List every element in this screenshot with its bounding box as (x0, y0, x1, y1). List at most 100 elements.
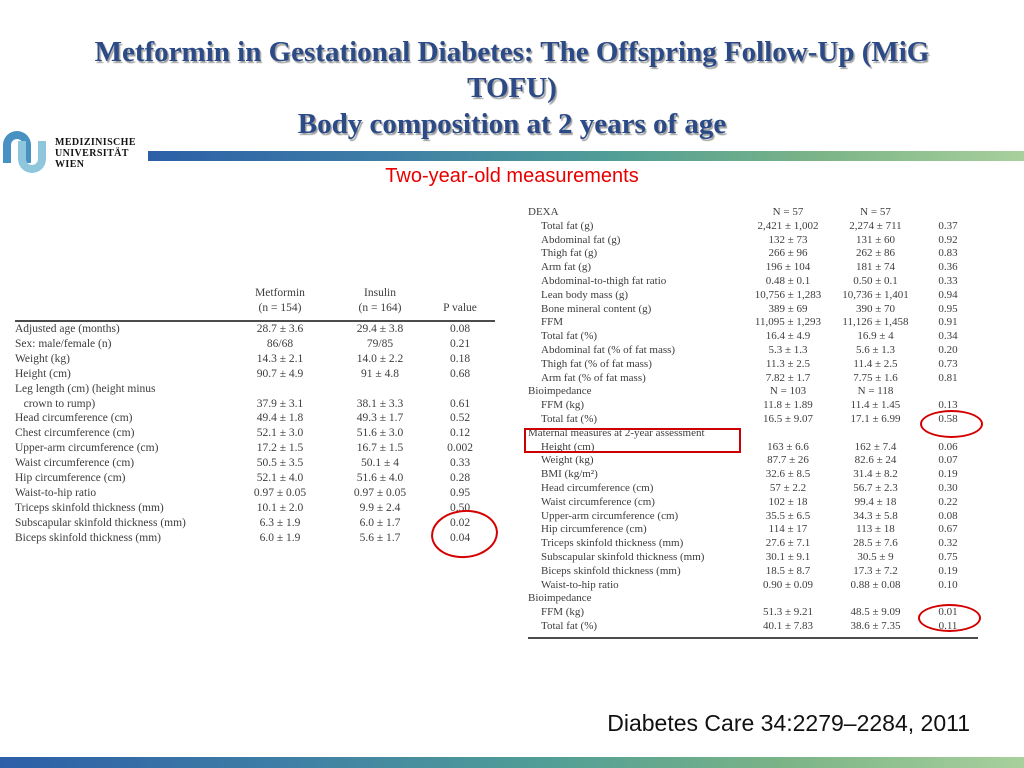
insulin-value: 0.88 ± 0.08 (850, 578, 901, 591)
table-row: Subscapular skinfold thickness (mm) 6.3 ±… (15, 516, 495, 531)
metformin-value: 28.7 ± 3.6 (256, 323, 304, 335)
metformin-value: 52.1 ± 3.0 (256, 427, 304, 440)
table-row: Height (cm) 163 ± 6.6 162 ± 7.4 0.06 (528, 441, 978, 455)
insulin-value: 50.1 ± 4 (361, 457, 399, 470)
p-value: 0.92 (938, 233, 958, 246)
citation: Diabetes Care 34:2279–2284, 2011 (607, 710, 970, 736)
p-value: 0.21 (449, 337, 471, 350)
header-metformin: Metformin (n = 154) (255, 287, 305, 314)
table-row: Abdominal fat (% of fat mass) 5.3 ± 1.3 5.… (528, 344, 978, 358)
left-table-body: Adjusted age (months) 28.7 ± 3.6 29.4 ± 3.… (15, 322, 495, 546)
p-value: 0.83 (938, 247, 958, 260)
table-row: Total fat (%) 16.5 ± 9.07 17.1 ± 6.99 0.58 (528, 413, 978, 427)
table-row: Triceps skinfold thickness (mm) 10.1 ± 2.… (15, 501, 495, 516)
row-label: Abdominal fat (g) (541, 233, 621, 246)
row-label: Waist-to-hip ratio (15, 486, 97, 499)
metformin-value: 132 ± 73 (768, 233, 808, 246)
p-value: 0.67 (938, 523, 958, 536)
metformin-value: 163 ± 6.6 (767, 440, 809, 453)
highlight-ellipse-p-058 (920, 410, 983, 438)
logo-text-line-1: MEDIZINISCHE (55, 137, 136, 148)
insulin-value: 11.4 ± 2.5 (853, 357, 898, 370)
insulin-value: 17.3 ± 7.2 (853, 564, 898, 577)
insulin-value: 34.3 ± 5.8 (853, 509, 898, 522)
row-label: Biceps skinfold thickness (mm) (15, 531, 161, 544)
row-label: Height (cm) (15, 367, 71, 380)
metformin-value: 11.8 ± 1.89 (763, 399, 813, 412)
row-label: Waist circumference (cm) (541, 495, 655, 508)
insulin-value: 262 ± 86 (855, 247, 896, 260)
insulin-value: 16.9 ± 4 (857, 330, 894, 343)
subtitle: Two-year-old measurements (385, 165, 639, 187)
p-value: 0.02 (449, 516, 471, 529)
table-row: Waist-to-hip ratio 0.90 ± 0.09 0.88 ± 0.08… (528, 579, 978, 593)
insulin-value: 29.4 ± 3.8 (356, 323, 404, 335)
dexa-bioimpedance-table: DEXA N = 57 N = 57 Total fat (g) 2,421 ± 1,0… (528, 206, 978, 639)
metformin-value: 266 ± 96 (768, 247, 808, 260)
university-logo-text: MEDIZINISCHE UNIVERSITÄT WIEN (55, 137, 136, 170)
metformin-value: 37.9 ± 3.1 (256, 397, 304, 410)
row-label: Abdominal-to-thigh fat ratio (541, 274, 667, 287)
metformin-value: 17.2 ± 1.5 (256, 442, 304, 455)
table-row: Abdominal fat (g) 132 ± 73 131 ± 60 0.92 (528, 234, 978, 248)
metformin-value: 49.4 ± 1.8 (256, 412, 304, 425)
table-row: Triceps skinfold thickness (mm) 27.6 ± 7.… (528, 537, 978, 551)
metformin-value: 14.3 ± 2.1 (256, 352, 304, 365)
metformin-value: 389 ± 69 (768, 302, 808, 315)
insulin-value: 14.0 ± 2.2 (356, 352, 404, 365)
p-value: 0.33 (938, 274, 958, 287)
p-value: 0.10 (938, 578, 958, 591)
table-row: Waist circumference (cm) 102 ± 18 99.4 ± 1… (528, 496, 978, 510)
p-value: 0.37 (938, 219, 958, 232)
table-row: Waist-to-hip ratio 0.97 ± 0.05 0.97 ± 0.05… (15, 486, 495, 501)
row-label: Hip circumference (cm) (15, 472, 126, 485)
insulin-value: 38.6 ± 7.35 (850, 619, 901, 632)
row-label: Sex: male/female (n) (15, 337, 112, 350)
metformin-value: N = 57 (772, 206, 804, 218)
row-label: Bioimpedance (528, 592, 592, 605)
metformin-value: 32.6 ± 8.5 (765, 468, 811, 481)
metformin-value: 51.3 ± 9.21 (762, 606, 814, 619)
p-value: 0.61 (449, 397, 471, 410)
row-label: Upper-arm circumference (cm) (541, 509, 679, 522)
row-label: Upper-arm circumference (cm) (15, 442, 159, 455)
insulin-value: 38.1 ± 3.3 (356, 397, 404, 410)
p-value: 0.06 (938, 440, 958, 453)
table-row: Adjusted age (months) 28.7 ± 3.6 29.4 ± 3.… (15, 322, 495, 337)
logo-text-line-2: UNIVERSITÄT (55, 148, 129, 159)
metformin-value: 5.3 ± 1.3 (768, 343, 808, 356)
p-value: 0.50 (449, 501, 471, 514)
p-value: 0.13 (938, 399, 958, 412)
table-row: BMI (kg/m²) 32.6 ± 8.5 31.4 ± 8.2 0.19 (528, 468, 978, 482)
insulin-value: 113 ± 18 (856, 523, 895, 536)
row-label: FFM (541, 316, 564, 329)
title-line-2: TOFU) (467, 72, 557, 104)
table-row: Head circumference (cm) 57 ± 2.2 56.7 ± 2.… (528, 482, 978, 496)
table-row: FFM 11,095 ± 1,293 11,126 ± 1,458 0.91 (528, 316, 978, 330)
insulin-value: 51.6 ± 4.0 (356, 472, 404, 485)
p-value: 0.36 (938, 261, 958, 274)
metformin-value: 90.7 ± 4.9 (256, 367, 304, 380)
row-label: Bone mineral content (g) (541, 302, 652, 315)
title-line-1: Metformin in Gestational Diabetes: The O… (94, 36, 930, 68)
header-insulin: Insulin (n = 164) (358, 287, 402, 314)
metformin-value: 52.1 ± 4.0 (256, 472, 304, 485)
table-section-row: Bioimpedance N = 103 N = 118 (528, 385, 978, 399)
metformin-value: 114 ± 17 (768, 523, 808, 536)
metformin-value: 6.3 ± 1.9 (259, 516, 301, 529)
table-row: Bone mineral content (g) 389 ± 69 390 ± 70… (528, 303, 978, 317)
table-row: Weight (kg) 14.3 ± 2.1 14.0 ± 2.2 0.18 (15, 352, 495, 367)
highlight-ellipse-p-001 (918, 604, 981, 632)
row-label: Weight (kg) (541, 454, 594, 467)
table-row: Biceps skinfold thickness (mm) 18.5 ± 8.7… (528, 565, 978, 579)
table-section-row: DEXA N = 57 N = 57 (528, 206, 978, 220)
insulin-value: 2,274 ± 711 (849, 219, 902, 232)
insulin-value: 0.50 ± 0.1 (853, 274, 898, 287)
table-row: Weight (kg) 87.7 ± 26 82.6 ± 24 0.07 (528, 454, 978, 468)
p-value: 0.18 (449, 352, 471, 365)
table-row: Subscapular skinfold thickness (mm) 30.1 … (528, 551, 978, 565)
right-table-bottom-rule (528, 636, 978, 639)
metformin-value: 27.6 ± 7.1 (765, 537, 811, 550)
table-row: Upper-arm circumference (cm) 17.2 ± 1.5 16… (15, 441, 495, 456)
row-label: Hip circumference (cm) (541, 523, 647, 536)
